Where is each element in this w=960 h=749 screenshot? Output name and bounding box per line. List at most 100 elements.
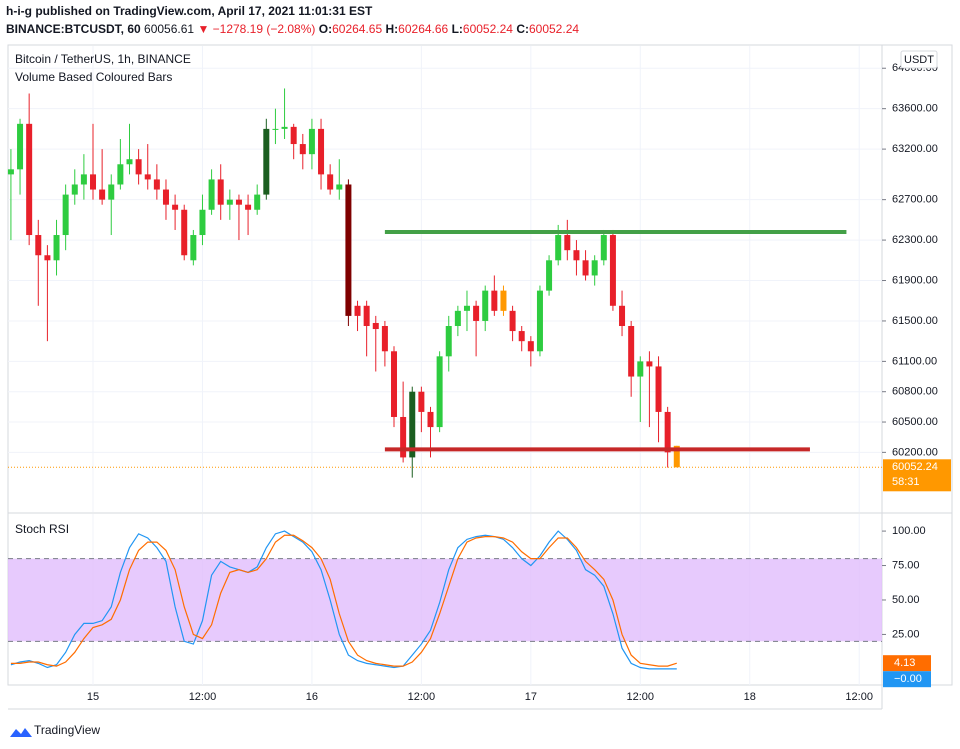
candle-body: [400, 416, 407, 458]
o-label: O:: [319, 22, 332, 36]
y-tick-label: 63200.00: [892, 143, 938, 155]
candle-body: [190, 235, 197, 261]
candle-body: [327, 174, 334, 190]
candle-body: [363, 305, 370, 327]
candle-body: [226, 199, 233, 205]
y-tick-label: 60500.00: [892, 416, 938, 428]
candle-body: [536, 290, 543, 352]
candle-body: [372, 322, 379, 330]
candle-body: [664, 411, 671, 453]
countdown: 58:31: [892, 476, 920, 488]
candle-body: [582, 260, 589, 276]
y-tick-label: 62700.00: [892, 194, 938, 206]
candle-body: [172, 204, 179, 210]
h-value: 60264.66: [398, 22, 448, 36]
candle-body: [53, 235, 60, 261]
o-value: 60264.65: [332, 22, 382, 36]
c-value: 60052.24: [529, 22, 579, 36]
x-tick-label: 15: [87, 691, 99, 703]
x-tick-label: 12:00: [408, 691, 436, 703]
candle-body: [436, 356, 443, 428]
candle-body: [409, 391, 416, 458]
candle-body: [591, 260, 598, 276]
brand: TradingView: [34, 723, 100, 737]
candle-body: [646, 361, 653, 367]
y-tick-label: 62300.00: [892, 234, 938, 246]
l-label: L:: [452, 22, 463, 36]
candle-body: [418, 391, 425, 412]
candle-body: [62, 194, 69, 236]
candle-body: [609, 235, 616, 306]
y-tick-label: 61500.00: [892, 315, 938, 327]
candle-body: [162, 189, 169, 205]
candle-body: [35, 235, 42, 256]
candle-body: [245, 204, 252, 210]
last: 60056.61: [144, 22, 194, 36]
c-label: C:: [516, 22, 529, 36]
candle-body: [391, 351, 398, 417]
chart-title: Bitcoin / TetherUS, 1h, BINANCE: [15, 52, 191, 66]
currency: USDT: [904, 54, 934, 66]
change: ▼ −1278.19 (−2.08%): [197, 22, 315, 36]
candle-body: [345, 184, 352, 316]
last-price-label: 60052.24: [892, 461, 938, 473]
candle-body: [473, 305, 480, 321]
y-tick-label: 100.00: [892, 525, 926, 537]
indicator-title: Stoch RSI: [15, 522, 69, 536]
candle-body: [80, 174, 87, 185]
last-value-box: [883, 671, 931, 688]
stoch-line: [10, 534, 677, 667]
candle-body: [336, 184, 343, 190]
h-label: H:: [386, 22, 399, 36]
candle-body: [235, 199, 242, 205]
last-price-box: [883, 459, 951, 492]
candle-body: [454, 310, 461, 327]
candle-body: [482, 290, 489, 321]
candle-body: [144, 174, 151, 180]
last-value-box: [883, 655, 931, 672]
chart-subtitle: Volume Based Coloured Bars: [15, 70, 172, 84]
x-tick-label: 12:00: [189, 691, 217, 703]
y-tick-label: 60800.00: [892, 386, 938, 398]
candle-body: [491, 290, 498, 311]
candle-body: [600, 235, 607, 261]
y-tick-label: 60200.00: [892, 446, 938, 458]
candle-body: [44, 255, 51, 261]
candle-body: [445, 326, 452, 357]
candle-body: [272, 128, 279, 130]
candle-body: [71, 184, 78, 195]
candle-body: [26, 123, 33, 236]
candle-body: [281, 126, 288, 129]
x-tick-label: 17: [525, 691, 537, 703]
candle-body: [7, 169, 14, 175]
candle-body: [546, 260, 553, 291]
candle-body: [673, 445, 680, 468]
x-tick-label: 12:00: [627, 691, 655, 703]
candle-body: [254, 194, 261, 210]
candle-body: [199, 209, 206, 236]
y-tick-label: 25.00: [892, 628, 920, 640]
candle-body: [427, 411, 434, 428]
candle-body: [509, 310, 516, 332]
candle-body: [290, 126, 297, 145]
l-value: 60052.24: [463, 22, 513, 36]
last-value-label: 4.13: [894, 657, 915, 669]
y-tick-label: 61900.00: [892, 274, 938, 286]
y-tick-label: 50.00: [892, 594, 920, 606]
candle-body: [655, 366, 662, 412]
band: [8, 558, 882, 642]
x-tick-label: 12:00: [845, 691, 873, 703]
candle-body: [263, 128, 270, 195]
candle-body: [527, 341, 534, 352]
candle-body: [217, 179, 224, 205]
publisher: h-i-g published on TradingView.com, Apri…: [6, 4, 373, 18]
symbol: BINANCE:BTCUSDT, 60: [6, 22, 141, 36]
candle-body: [181, 209, 188, 256]
candle-body: [518, 331, 525, 342]
y-tick-label: 75.00: [892, 559, 920, 571]
candle-body: [564, 235, 571, 251]
candle-body: [555, 235, 562, 261]
last-value-label: −0.00: [894, 673, 922, 685]
